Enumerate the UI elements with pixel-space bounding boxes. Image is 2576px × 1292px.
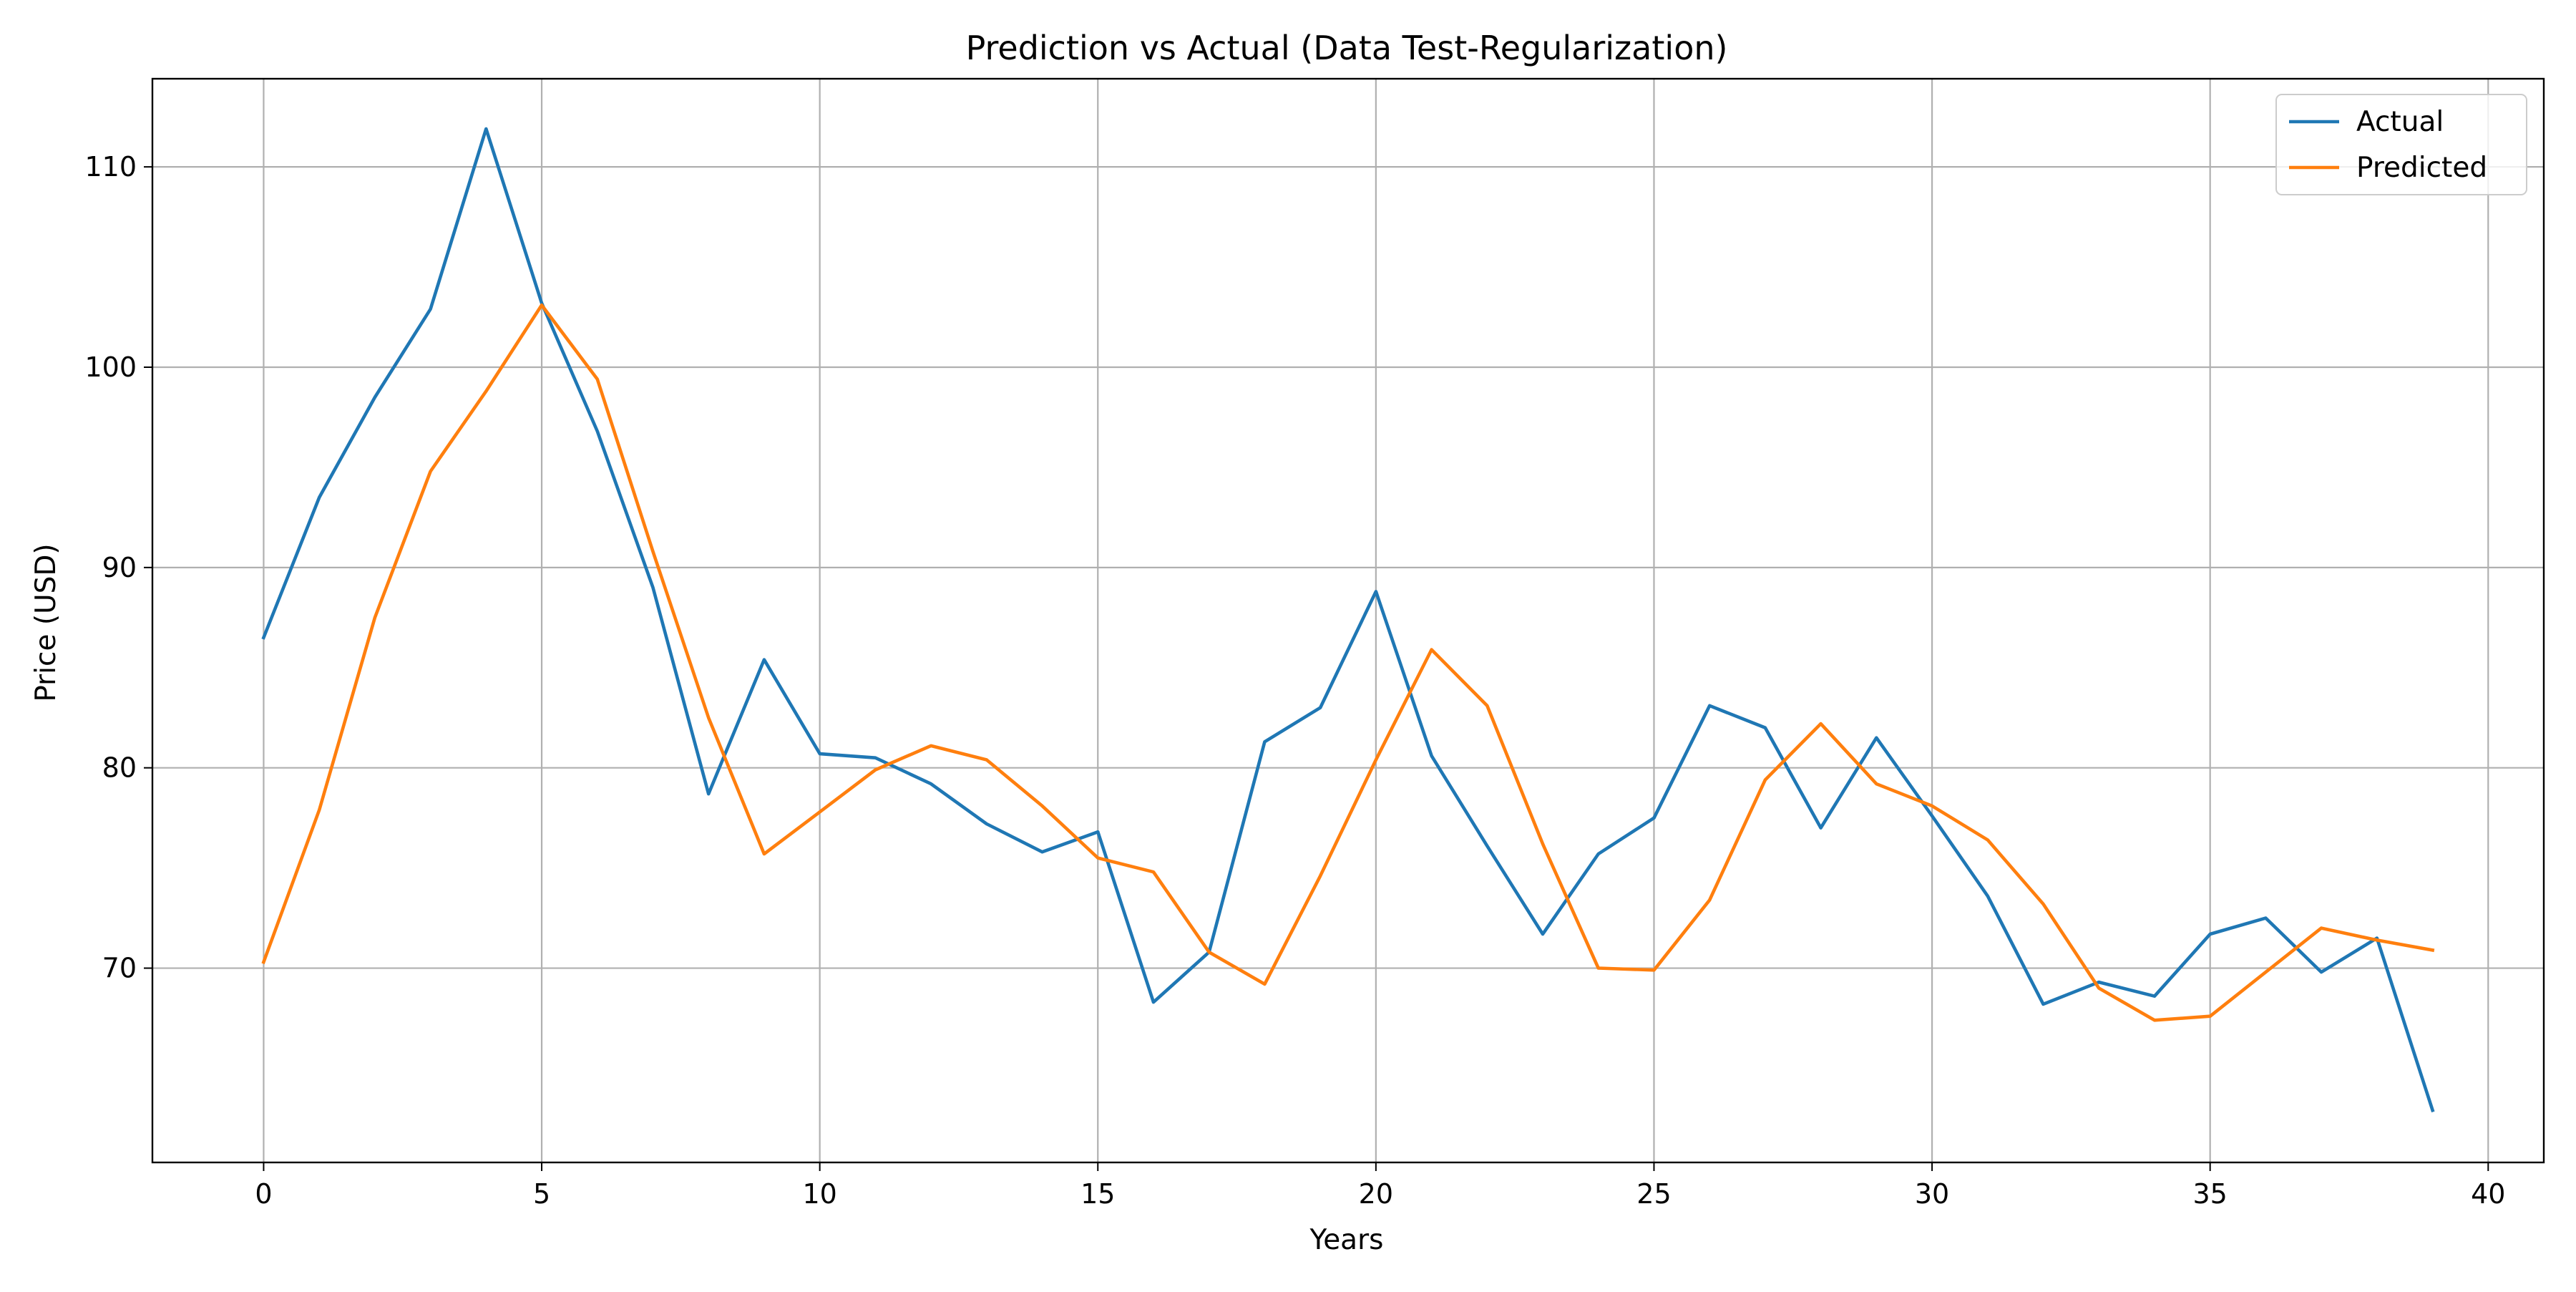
x-tick-label: 10 bbox=[802, 1178, 836, 1210]
legend-label-actual: Actual bbox=[2356, 106, 2444, 138]
legend: Actual Predicted bbox=[2275, 94, 2527, 195]
legend-box bbox=[2275, 94, 2527, 195]
y-axis-label: Price (USD) bbox=[30, 543, 62, 701]
x-tick-label: 25 bbox=[1636, 1178, 1671, 1210]
x-axis-label: Years bbox=[1309, 1224, 1384, 1256]
axes-frame bbox=[151, 77, 2545, 1164]
chart-title: Prediction vs Actual (Data Test-Regulari… bbox=[966, 29, 1728, 67]
y-tick-label: 100 bbox=[84, 351, 137, 383]
x-tick-label: 30 bbox=[1915, 1178, 1949, 1210]
x-tick-label: 5 bbox=[533, 1178, 550, 1210]
series-line-actual bbox=[261, 127, 2435, 1113]
y-tick-label: 80 bbox=[102, 752, 137, 784]
x-tick-label: 35 bbox=[2192, 1178, 2227, 1210]
x-tick-label: 0 bbox=[255, 1178, 272, 1210]
x-tick-label: 20 bbox=[1359, 1178, 1393, 1210]
y-tick-label: 70 bbox=[102, 953, 137, 984]
plot-area: 0 5 10 15 20 25 30 35 40 70 80 90 100 110 bbox=[84, 77, 2545, 1210]
series-line-predicted bbox=[261, 303, 2435, 1022]
y-tick-label: 110 bbox=[84, 151, 137, 183]
x-tick-label: 40 bbox=[2471, 1178, 2505, 1210]
y-tick-label: 90 bbox=[102, 552, 137, 583]
x-tick-label: 15 bbox=[1080, 1178, 1115, 1210]
legend-label-predicted: Predicted bbox=[2356, 152, 2487, 184]
